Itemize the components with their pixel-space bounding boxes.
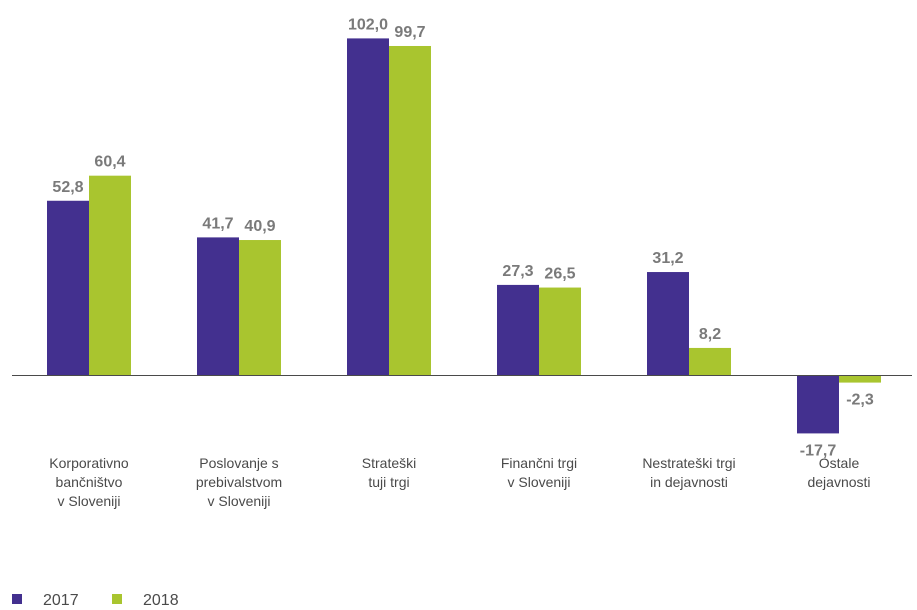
data-label-2017-5: -17,7 [800,442,837,459]
value-labels-layer: 52,8 60,4 41,7 40,9 102,0 99,7 27,3 26,5 31,2 8,2… [52,16,873,459]
category-label-0: Korporativno bančništvo v Sloveniji [49,455,129,509]
category-label-2: Strateški tuji trgi [362,455,416,490]
category-label-line: bančništvo [56,474,123,490]
data-label-2018-3: 26,5 [544,266,575,283]
bar-2018-3 [539,287,581,375]
legend-label-2017: 2017 [43,592,79,609]
data-label-2018-2: 99,7 [394,24,425,41]
category-label-line: v Sloveniji [507,474,570,490]
category-label-5: Ostale dejavnosti [807,455,870,490]
data-label-2017-0: 52,8 [52,179,83,196]
category-label-line: Ostale [819,455,860,471]
legend: 2017 2018 [12,592,179,609]
legend-swatch-2018 [112,594,122,604]
data-label-2018-1: 40,9 [244,218,275,235]
bar-2018-0 [89,175,131,375]
category-label-line: in dejavnosti [650,474,728,490]
data-label-2018-5: -2,3 [846,392,874,409]
bar-2017-0 [47,200,89,375]
category-label-line: dejavnosti [807,474,870,490]
data-label-2017-4: 31,2 [652,250,683,267]
category-label-line: Finančni trgi [501,455,577,471]
category-label-line: v Sloveniji [207,493,270,509]
legend-swatch-2017 [12,594,22,604]
bar-2018-4 [689,347,731,375]
category-label-line: v Sloveniji [57,493,120,509]
legend-label-2018: 2018 [143,592,179,609]
category-label-line: Strateški [362,455,416,471]
bar-2017-4 [647,272,689,375]
bar-2017-3 [497,284,539,375]
bars-layer [47,38,881,434]
data-label-2017-2: 102,0 [348,16,388,33]
category-label-4: Nestrateški trgi in dejavnosti [642,455,735,490]
bar-2017-5 [797,375,839,434]
category-label-line: Korporativno [49,455,129,471]
category-label-line: Poslovanje s [199,455,278,471]
bar-2018-2 [389,45,431,376]
data-label-2017-1: 41,7 [202,215,233,232]
data-label-2018-0: 60,4 [94,154,125,171]
bar-2017-1 [197,237,239,375]
category-label-1: Poslovanje s prebivalstvom v Sloveniji [196,455,282,509]
category-label-line: prebivalstvom [196,474,282,490]
bar-2017-2 [347,38,389,376]
category-label-line: tuji trgi [368,474,409,490]
category-labels-layer: Korporativno bančništvo v SlovenijiPoslova… [49,455,870,509]
category-label-3: Finančni trgi v Sloveniji [501,455,577,490]
bar-2018-1 [239,240,281,375]
category-label-line: Nestrateški trgi [642,455,735,471]
data-label-2017-3: 27,3 [502,263,533,280]
bar-2018-5 [839,375,881,383]
data-label-2018-4: 8,2 [699,326,721,343]
